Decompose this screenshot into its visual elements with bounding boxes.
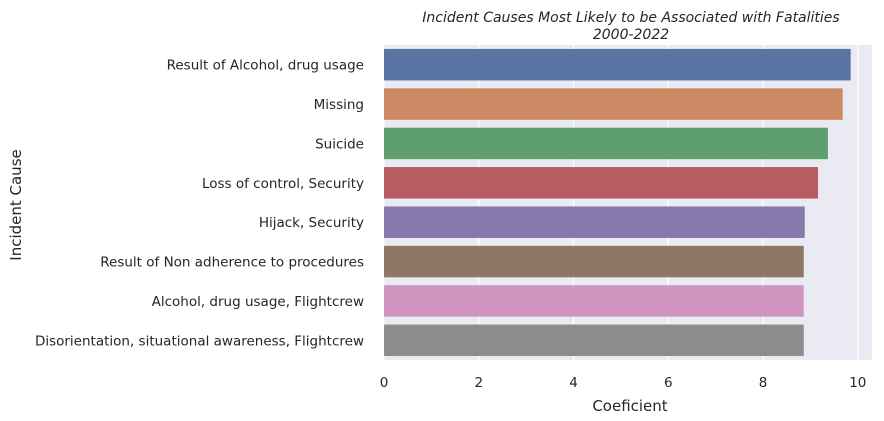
x-tick-label: 4 [569,375,578,391]
chart-subtitle: 2000-2022 [593,27,669,43]
x-tick-labels: 0 2 4 6 8 10 [380,375,867,391]
bar [384,48,851,81]
bar [384,245,804,278]
y-tick-labels: Result of Alcohol, drug usage Missing Suic… [35,58,364,350]
x-tick-label: 2 [474,375,483,391]
bar [384,127,828,160]
bar [384,285,804,317]
bar [384,324,804,357]
x-tick-label: 8 [759,375,768,391]
y-tick-label: Missing [314,97,364,113]
chart-title: Incident Causes Most Likely to be Associ… [422,10,839,26]
y-tick-label: Hijack, Security [259,215,364,231]
bar [384,206,805,238]
y-tick-label: Result of Alcohol, drug usage [167,58,364,74]
x-tick-label: 6 [664,375,673,391]
y-tick-label: Loss of control, Security [202,176,364,192]
x-axis-label: Coeficient [592,397,667,415]
y-tick-label: Disorientation, situational awareness, F… [35,333,364,349]
bar [384,88,843,120]
x-tick-label: 10 [849,375,866,391]
bar [384,167,818,199]
y-tick-label: Result of Non adherence to procedures [100,255,364,271]
y-axis-label: Incident Cause [7,149,25,260]
x-tick-label: 0 [380,375,389,391]
bars-group [384,48,851,357]
y-tick-label: Suicide [315,136,364,152]
y-tick-label: Alcohol, drug usage, Flightcrew [152,294,364,310]
